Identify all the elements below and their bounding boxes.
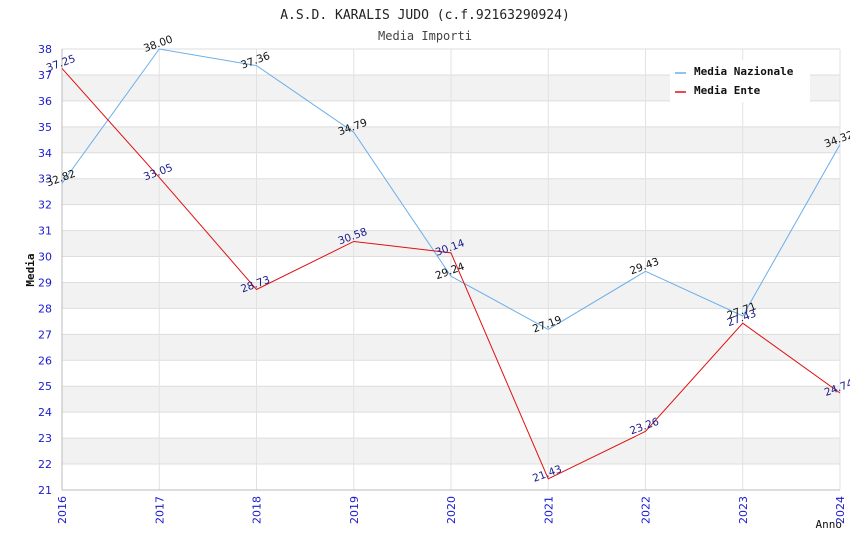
y-tick-label: 27 — [38, 328, 52, 341]
y-tick-label: 28 — [38, 302, 52, 315]
y-tick-label: 34 — [38, 147, 52, 160]
y-tick-label: 25 — [38, 380, 52, 393]
series-line-media-ente — [61, 68, 841, 480]
x-tick-label: 2019 — [348, 496, 361, 524]
x-tick-label: 2020 — [445, 496, 458, 524]
chart-title: A.S.D. KARALIS JUDO (c.f.92163290924) — [280, 8, 570, 23]
legend: Media Nazionale Media Ente — [670, 60, 810, 102]
x-tick-label: 2022 — [640, 496, 653, 524]
series-line-media-nazionale — [61, 48, 841, 330]
x-tick-label: 2017 — [153, 496, 166, 524]
y-tick-label: 26 — [38, 354, 52, 367]
x-tick-label: 2024 — [834, 496, 847, 524]
y-tick-label: 33 — [38, 173, 52, 186]
legend-label-media-ente: Media Ente — [694, 84, 761, 97]
y-tick-label: 37 — [38, 69, 52, 82]
legend-box — [670, 60, 810, 102]
y-tick-label: 35 — [38, 121, 52, 134]
y-tick-label: 32 — [38, 199, 52, 212]
chart-subtitle: Media Importi — [378, 29, 472, 43]
y-tick-label: 22 — [38, 458, 52, 471]
x-tick-label: 2016 — [56, 496, 69, 524]
x-tick-labels: 2016 2017 2018 2019 2020 2021 2022 2023 2024 — [56, 496, 847, 524]
x-tick-label: 2023 — [737, 496, 750, 524]
y-tick-label: 21 — [38, 484, 52, 497]
x-tick-label: 2018 — [251, 496, 264, 524]
series-lines — [61, 48, 841, 480]
x-axis-label: Anno — [816, 518, 843, 531]
y-tick-label: 31 — [38, 225, 52, 238]
y-tick-label: 38 — [38, 43, 52, 56]
legend-label-media-nazionale: Media Nazionale — [694, 65, 794, 78]
y-tick-label: 29 — [38, 276, 52, 289]
grid-lines — [61, 48, 841, 491]
y-axis-label: Media — [24, 253, 37, 286]
y-tick-label: 30 — [38, 251, 52, 264]
y-tick-labels: 21 22 23 24 25 26 27 28 29 30 31 32 33 34 35 36 37 38 — [38, 43, 52, 497]
y-tick-label: 36 — [38, 95, 52, 108]
x-tick-label: 2021 — [542, 496, 555, 524]
y-tick-label: 23 — [38, 432, 52, 445]
y-tick-label: 24 — [38, 406, 52, 419]
